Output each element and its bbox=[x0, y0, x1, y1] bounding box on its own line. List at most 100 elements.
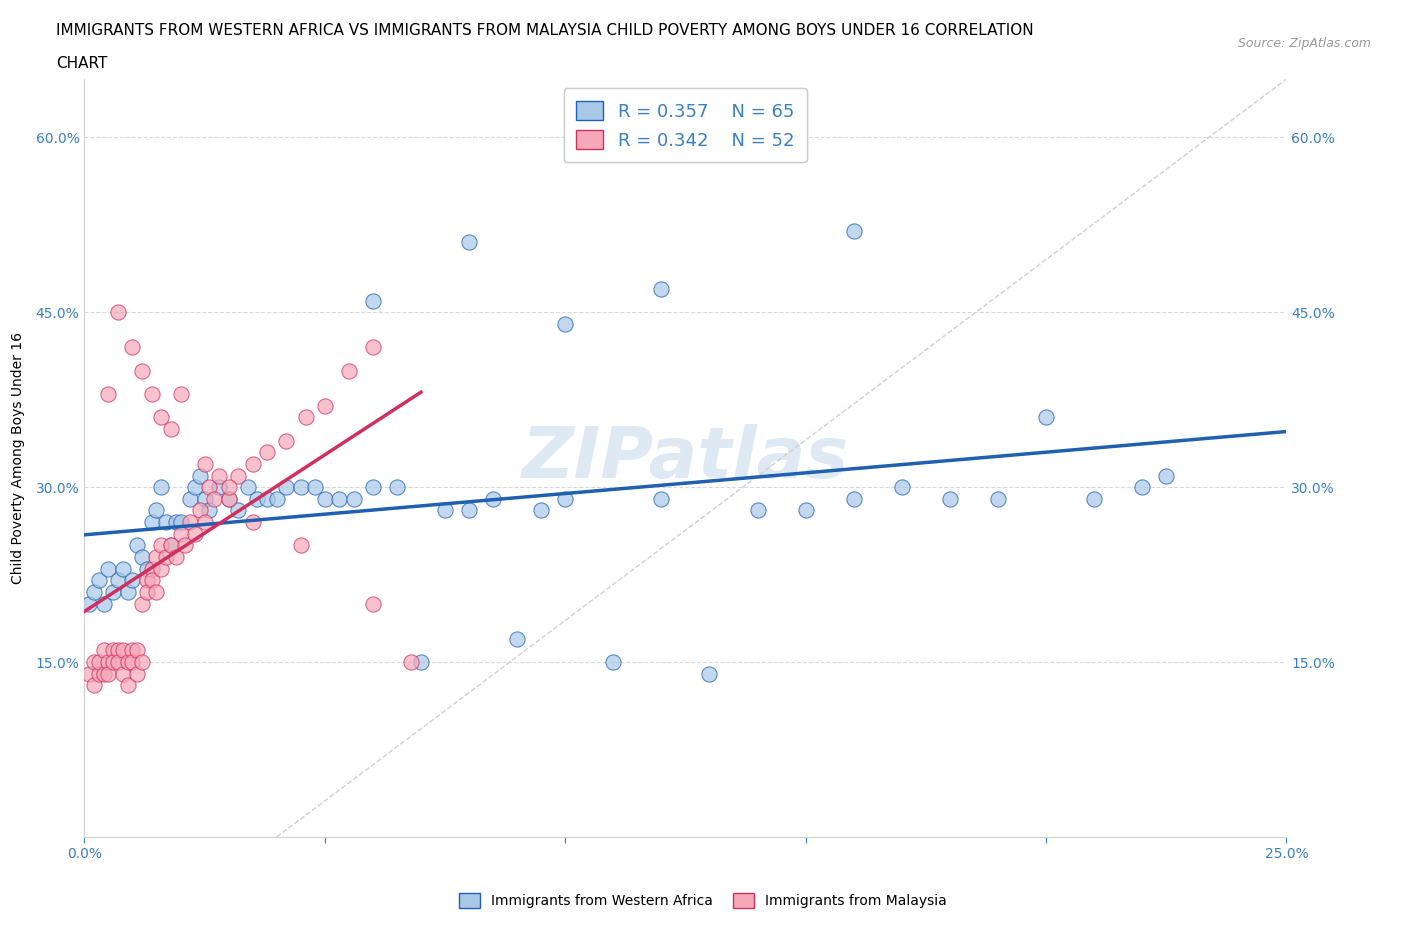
Point bbox=[361, 596, 384, 611]
Point bbox=[314, 398, 336, 413]
Point bbox=[107, 643, 129, 658]
Point bbox=[188, 468, 211, 483]
Point bbox=[141, 387, 163, 402]
Point bbox=[97, 387, 120, 402]
Point bbox=[165, 514, 187, 529]
Point bbox=[554, 491, 576, 506]
Point bbox=[160, 421, 183, 436]
Point bbox=[242, 514, 264, 529]
Point bbox=[699, 666, 721, 681]
Point bbox=[188, 503, 211, 518]
Point bbox=[135, 562, 157, 577]
Point bbox=[77, 596, 100, 611]
Point bbox=[256, 445, 278, 459]
Point bbox=[93, 666, 115, 681]
Point bbox=[127, 666, 149, 681]
Point bbox=[169, 387, 191, 402]
Point bbox=[121, 643, 143, 658]
Point bbox=[198, 503, 221, 518]
Point bbox=[131, 363, 153, 378]
Point bbox=[218, 480, 240, 495]
Point bbox=[107, 573, 129, 588]
Point bbox=[145, 550, 167, 565]
Point bbox=[93, 596, 115, 611]
Point bbox=[107, 305, 129, 320]
Point bbox=[218, 491, 240, 506]
Point bbox=[160, 538, 183, 553]
Point bbox=[266, 491, 288, 506]
Point bbox=[179, 514, 201, 529]
Point bbox=[236, 480, 259, 495]
Point bbox=[87, 655, 110, 670]
Point bbox=[290, 480, 312, 495]
Point bbox=[602, 655, 624, 670]
Point bbox=[242, 457, 264, 472]
Point bbox=[150, 538, 173, 553]
Point bbox=[290, 538, 312, 553]
Point bbox=[97, 655, 120, 670]
Y-axis label: Child Poverty Among Boys Under 16: Child Poverty Among Boys Under 16 bbox=[10, 332, 24, 584]
Point bbox=[842, 491, 865, 506]
Point bbox=[77, 666, 100, 681]
Point bbox=[401, 655, 423, 670]
Point bbox=[530, 503, 553, 518]
Point bbox=[93, 643, 115, 658]
Point bbox=[409, 655, 432, 670]
Point bbox=[150, 562, 173, 577]
Point bbox=[434, 503, 457, 518]
Point bbox=[650, 491, 672, 506]
Point bbox=[87, 573, 110, 588]
Point bbox=[194, 491, 217, 506]
Point bbox=[117, 585, 139, 600]
Point bbox=[121, 655, 143, 670]
Point bbox=[276, 480, 298, 495]
Point bbox=[458, 235, 481, 250]
Point bbox=[328, 491, 350, 506]
Point bbox=[121, 573, 143, 588]
Point bbox=[97, 562, 120, 577]
Point bbox=[184, 480, 207, 495]
Point bbox=[117, 655, 139, 670]
Point bbox=[482, 491, 505, 506]
Legend: R = 0.357    N = 65, R = 0.342    N = 52: R = 0.357 N = 65, R = 0.342 N = 52 bbox=[564, 88, 807, 162]
Point bbox=[117, 678, 139, 693]
Point bbox=[208, 468, 231, 483]
Point bbox=[554, 316, 576, 331]
Point bbox=[314, 491, 336, 506]
Point bbox=[83, 678, 105, 693]
Point bbox=[198, 480, 221, 495]
Point bbox=[160, 538, 183, 553]
Point bbox=[987, 491, 1010, 506]
Point bbox=[135, 585, 157, 600]
Point bbox=[842, 223, 865, 238]
Point bbox=[150, 410, 173, 425]
Point bbox=[294, 410, 316, 425]
Point bbox=[87, 666, 110, 681]
Point bbox=[127, 643, 149, 658]
Point bbox=[107, 655, 129, 670]
Point bbox=[141, 514, 163, 529]
Point bbox=[169, 514, 191, 529]
Point bbox=[226, 503, 249, 518]
Point bbox=[256, 491, 278, 506]
Point bbox=[103, 643, 125, 658]
Point bbox=[304, 480, 326, 495]
Point bbox=[184, 526, 207, 541]
Point bbox=[155, 514, 177, 529]
Point bbox=[141, 573, 163, 588]
Point bbox=[83, 585, 105, 600]
Text: IMMIGRANTS FROM WESTERN AFRICA VS IMMIGRANTS FROM MALAYSIA CHILD POVERTY AMONG B: IMMIGRANTS FROM WESTERN AFRICA VS IMMIGR… bbox=[56, 23, 1033, 38]
Point bbox=[337, 363, 360, 378]
Point bbox=[276, 433, 298, 448]
Point bbox=[208, 480, 231, 495]
Point bbox=[145, 503, 167, 518]
Point bbox=[361, 293, 384, 308]
Point bbox=[1156, 468, 1178, 483]
Point bbox=[127, 538, 149, 553]
Point bbox=[141, 562, 163, 577]
Point bbox=[131, 655, 153, 670]
Point bbox=[890, 480, 912, 495]
Point bbox=[361, 339, 384, 354]
Point bbox=[246, 491, 269, 506]
Point bbox=[169, 526, 191, 541]
